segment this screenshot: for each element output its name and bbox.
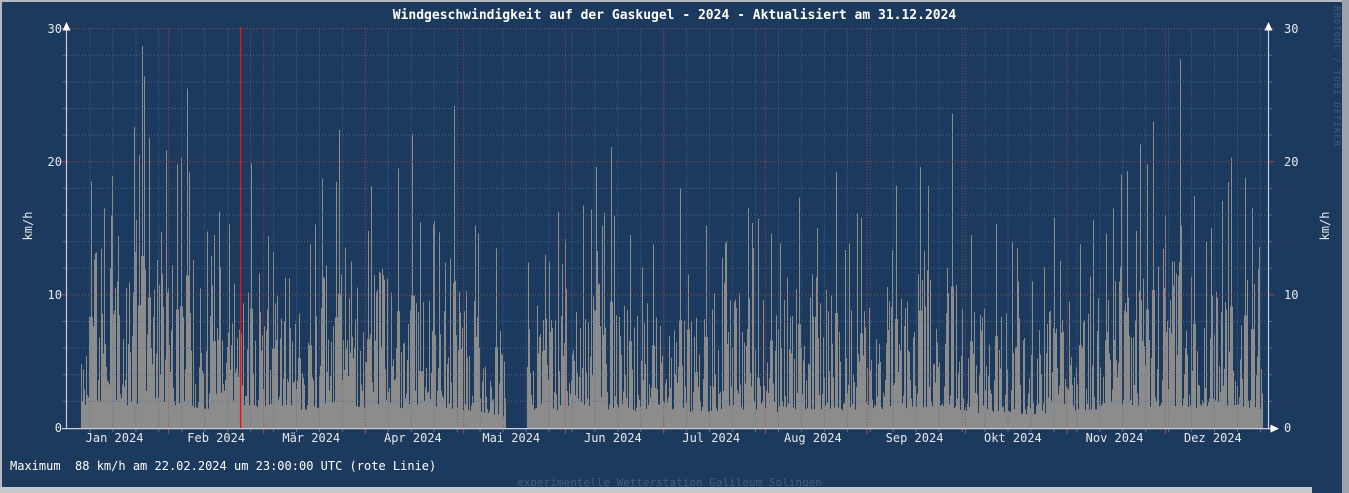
window-border-left [0, 0, 2, 493]
ticks-major [60, 28, 1275, 434]
y-axis-left-arrow [62, 22, 71, 31]
x-month-label: Mär 2024 [282, 431, 341, 445]
window-border-bottom [0, 487, 1312, 493]
window-border-right [1342, 0, 1349, 493]
x-month-label: Sep 2024 [885, 431, 944, 445]
x-month-label: Feb 2024 [187, 431, 246, 445]
wind-speed-area [81, 45, 1263, 428]
y-tick-label-left: 30 [47, 21, 62, 36]
x-month-label: Jun 2024 [583, 431, 642, 445]
grid-major [67, 28, 1267, 428]
y-tick-label-right: 0 [1284, 421, 1292, 435]
x-month-label: Mai 2024 [482, 431, 541, 445]
x-month-label: Jan 2024 [85, 431, 144, 445]
window-border-top [0, 0, 1342, 2]
y-tick-label-left: 20 [47, 154, 62, 169]
y-axis-unit-left: km/h [21, 211, 35, 241]
x-month-label: Nov 2024 [1085, 431, 1144, 445]
x-axis-arrow [1270, 424, 1279, 433]
y-tick-label-left: 0 [54, 421, 62, 435]
y-tick-label-right: 10 [1284, 287, 1299, 302]
x-month-label: Dez 2024 [1183, 431, 1242, 445]
rrdtool-watermark: RRDTOOL / TOBI OETIKER [1331, 6, 1341, 148]
y-tick-label-left: 10 [47, 287, 62, 302]
axes [62, 29, 1273, 430]
y-axis-unit-right: km/h [1318, 211, 1332, 241]
axis-arrows [62, 22, 1279, 433]
station-caption: experimentelle Wetterstation Galileum So… [517, 476, 822, 489]
x-month-label: Okt 2024 [983, 431, 1042, 445]
x-month-label: Apr 2024 [383, 431, 442, 445]
y-tick-label-right: 20 [1284, 154, 1299, 169]
x-month-label: Aug 2024 [783, 431, 842, 445]
x-month-label: Jul 2024 [682, 431, 741, 445]
max-value-caption: Maximum 88 km/h am 22.02.2024 um 23:00:0… [10, 459, 437, 473]
chart-title: Windgeschwindigkeit auf der Gaskugel - 2… [392, 8, 957, 23]
y-tick-label-right: 30 [1284, 21, 1299, 36]
y-axis-right-arrow [1264, 22, 1273, 31]
